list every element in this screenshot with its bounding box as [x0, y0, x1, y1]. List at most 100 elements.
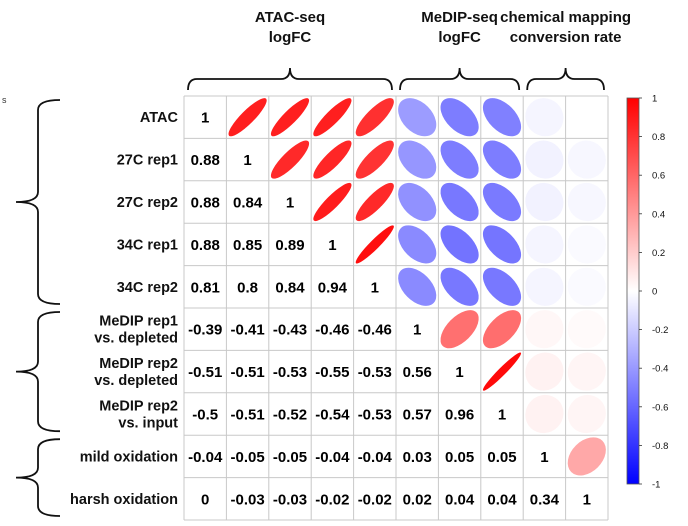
corr-value-label: -0.04 — [358, 449, 393, 466]
colorbar-tick-label: 1 — [652, 94, 657, 105]
corr-value-label: -0.46 — [358, 322, 392, 339]
corr-value-label: 0.05 — [487, 449, 516, 466]
corr-ellipse — [567, 394, 606, 434]
corr-value-label: -0.05 — [230, 449, 264, 466]
corr-value-label: -0.05 — [273, 449, 307, 466]
corr-ellipse — [313, 140, 352, 179]
matrix-grid — [183, 95, 609, 521]
corr-ellipse — [567, 352, 606, 391]
corr-ellipse — [567, 310, 606, 349]
corr-ellipse — [398, 225, 437, 264]
colorbar-tick-label: 0.2 — [652, 248, 665, 259]
corr-value-label: 0.94 — [318, 279, 348, 296]
corr-ellipse — [440, 225, 479, 264]
corr-value-label: 1 — [583, 491, 591, 508]
corr-value-label: 0.57 — [403, 407, 432, 424]
left-edge-text: s — [2, 95, 7, 105]
row-label: 34C rep1 — [117, 237, 178, 253]
row-label: 27C rep1 — [117, 153, 178, 169]
corr-ellipse — [313, 98, 352, 137]
corr-value-label: -0.52 — [273, 407, 307, 424]
corr-ellipse — [270, 140, 310, 179]
corr-ellipse — [398, 98, 437, 137]
corr-ellipse — [355, 98, 394, 137]
corr-ellipse — [482, 310, 522, 349]
corr-ellipse — [440, 182, 479, 222]
corr-ellipse — [440, 267, 479, 306]
corr-value-label: 0.56 — [403, 364, 432, 381]
corr-ellipse — [355, 140, 394, 179]
corr-ellipse — [482, 182, 522, 222]
corr-value-label: 1 — [540, 449, 548, 466]
corr-value-label: 0.96 — [445, 407, 474, 424]
colorbar-gradient — [626, 97, 640, 485]
row-group-brace — [15, 311, 61, 433]
row-label: MeDIP rep2 vs. input — [99, 399, 178, 432]
row-group-brace — [15, 438, 61, 517]
corr-value-label: -0.41 — [230, 322, 264, 339]
corr-value-label: -0.51 — [230, 407, 264, 424]
corr-ellipse — [525, 98, 564, 137]
column-group-title: MeDIP-seq logFC — [421, 9, 498, 46]
corr-value-label: -0.02 — [358, 491, 392, 508]
corr-value-label: -0.55 — [315, 364, 349, 381]
corr-ellipse — [525, 394, 564, 434]
corr-value-label: 1 — [328, 237, 336, 254]
corr-value-label: 1 — [243, 152, 251, 169]
corr-value-label: -0.54 — [315, 407, 350, 424]
corr-value-label: 0.02 — [403, 491, 432, 508]
corr-value-label: -0.51 — [230, 364, 264, 381]
row-label: ATAC — [140, 110, 179, 126]
corr-ellipse — [228, 98, 267, 137]
corr-value-label: 0.04 — [445, 491, 475, 508]
row-label: mild oxidation — [80, 449, 178, 465]
corr-ellipse — [270, 98, 310, 137]
corr-value-label: 1 — [413, 322, 421, 339]
row-labels: ATAC 27C rep1 27C rep2 34C rep1 34C rep2 MeDI… — [70, 110, 178, 508]
corr-value-label: 0.88 — [191, 195, 220, 212]
corr-value-label: 0.84 — [233, 195, 263, 212]
row-label: 34C rep2 — [117, 280, 178, 296]
colorbar-tick-label: -0.4 — [652, 364, 668, 375]
corr-ellipse — [525, 225, 564, 264]
colorbar-tick-label: 0.8 — [652, 132, 665, 143]
corr-ellipse — [398, 140, 437, 179]
corr-value-label: -0.43 — [273, 322, 307, 339]
corr-value-label: 0 — [201, 491, 209, 508]
corr-value-label: 0.8 — [237, 279, 258, 296]
corr-ellipse — [482, 225, 522, 264]
corr-value-label: -0.51 — [188, 364, 222, 381]
corr-ellipse — [525, 352, 564, 391]
corr-value-label: -0.03 — [273, 491, 307, 508]
corr-value-label: -0.04 — [188, 449, 223, 466]
colorbar-tick-label: -0.6 — [652, 402, 668, 413]
colorbar-tick-label: -0.8 — [652, 441, 668, 452]
corr-value-label: 0.85 — [233, 237, 262, 254]
corr-value-label: -0.39 — [188, 322, 222, 339]
corr-ellipse — [482, 352, 522, 391]
corr-ellipse — [355, 225, 394, 264]
corr-value-label: 0.89 — [275, 237, 304, 254]
corr-value-label: 0.34 — [530, 491, 560, 508]
corr-value-label: -0.02 — [315, 491, 349, 508]
corr-value-label: -0.53 — [273, 364, 307, 381]
corr-ellipse — [482, 98, 522, 137]
corr-ellipse — [313, 182, 352, 222]
corr-ellipse — [567, 267, 606, 306]
corr-value-label: -0.53 — [358, 407, 392, 424]
corr-value-label: 1 — [455, 364, 463, 381]
corr-value-label: 0.03 — [403, 449, 432, 466]
corr-ellipse — [567, 225, 606, 264]
corr-value-label: 1 — [498, 407, 506, 424]
corr-value-label: 0.84 — [275, 279, 305, 296]
corr-value-label: 1 — [371, 279, 379, 296]
corr-value-label: -0.5 — [192, 407, 218, 424]
corr-value-label: 1 — [201, 110, 209, 127]
corr-ellipse — [525, 140, 564, 179]
colorbar-tick-label: 0.6 — [652, 171, 665, 182]
row-label: MeDIP rep1 vs. depleted — [94, 314, 178, 347]
row-group-brace — [15, 99, 61, 305]
corr-ellipse — [567, 98, 606, 137]
colorbar-tick-label: 0 — [652, 287, 657, 298]
